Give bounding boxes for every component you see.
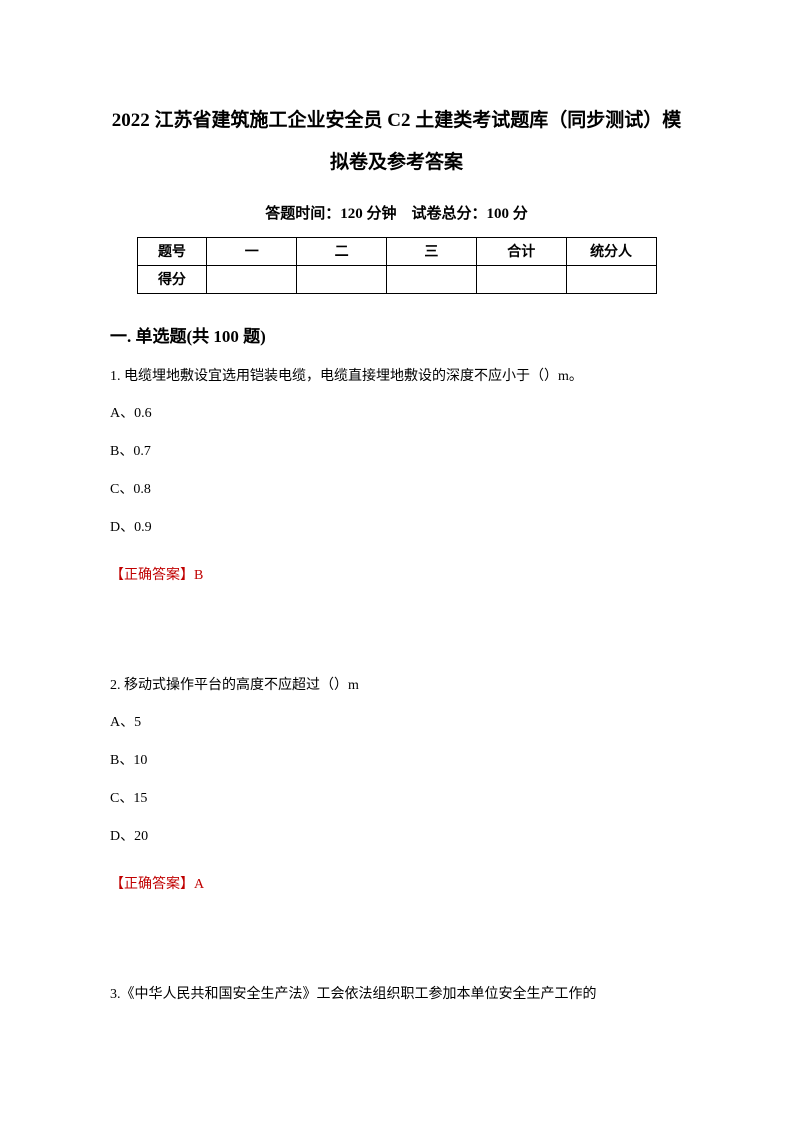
- question-block-2: 2. 移动式操作平台的高度不应超过（）m A、5 B、10 C、15 D、20 …: [110, 674, 683, 893]
- title-line-1: 2022 江苏省建筑施工企业安全员 C2 土建类考试题库（同步测试）模: [112, 110, 681, 131]
- answer: 【正确答案】B: [110, 564, 683, 584]
- option-a: A、0.6: [110, 402, 683, 426]
- option-b: B、10: [110, 749, 683, 773]
- option-d: D、20: [110, 825, 683, 849]
- header-cell: 题号: [137, 237, 207, 265]
- score-table: 题号 一 二 三 合计 统分人 得分: [137, 237, 657, 294]
- table-score-row: 得分: [137, 265, 656, 293]
- score-cell: [207, 265, 297, 293]
- option-b: B、0.7: [110, 440, 683, 464]
- question-block-1: 1. 电缆埋地敷设宜选用铠装电缆，电缆直接埋地敷设的深度不应小于（）m。 A、0…: [110, 365, 683, 584]
- exam-title: 2022 江苏省建筑施工企业安全员 C2 土建类考试题库（同步测试）模 拟卷及参…: [110, 100, 683, 184]
- question-block-3: 3.《中华人民共和国安全生产法》工会依法组织职工参加本单位安全生产工作的: [110, 983, 683, 1007]
- section-title: 一. 单选题(共 100 题): [110, 322, 683, 347]
- option-c: C、15: [110, 787, 683, 811]
- header-cell: 三: [387, 237, 477, 265]
- header-cell: 二: [297, 237, 387, 265]
- score-cell: [566, 265, 656, 293]
- question-text: 1. 电缆埋地敷设宜选用铠装电缆，电缆直接埋地敷设的深度不应小于（）m。: [110, 365, 683, 389]
- header-cell: 合计: [476, 237, 566, 265]
- question-text: 3.《中华人民共和国安全生产法》工会依法组织职工参加本单位安全生产工作的: [110, 983, 683, 1007]
- answer-value: A: [194, 877, 204, 892]
- answer-value: B: [194, 568, 203, 583]
- title-line-2: 拟卷及参考答案: [330, 152, 463, 173]
- option-c: C、0.8: [110, 478, 683, 502]
- answer: 【正确答案】A: [110, 873, 683, 893]
- score-cell: [387, 265, 477, 293]
- score-cell: [476, 265, 566, 293]
- exam-info: 答题时间：120 分钟 试卷总分：100 分: [110, 202, 683, 223]
- header-cell: 一: [207, 237, 297, 265]
- answer-label: 【正确答案】: [110, 568, 194, 583]
- question-text: 2. 移动式操作平台的高度不应超过（）m: [110, 674, 683, 698]
- option-d: D、0.9: [110, 516, 683, 540]
- score-cell: [297, 265, 387, 293]
- option-a: A、5: [110, 711, 683, 735]
- header-cell: 统分人: [566, 237, 656, 265]
- table-header-row: 题号 一 二 三 合计 统分人: [137, 237, 656, 265]
- answer-label: 【正确答案】: [110, 877, 194, 892]
- score-row-label: 得分: [137, 265, 207, 293]
